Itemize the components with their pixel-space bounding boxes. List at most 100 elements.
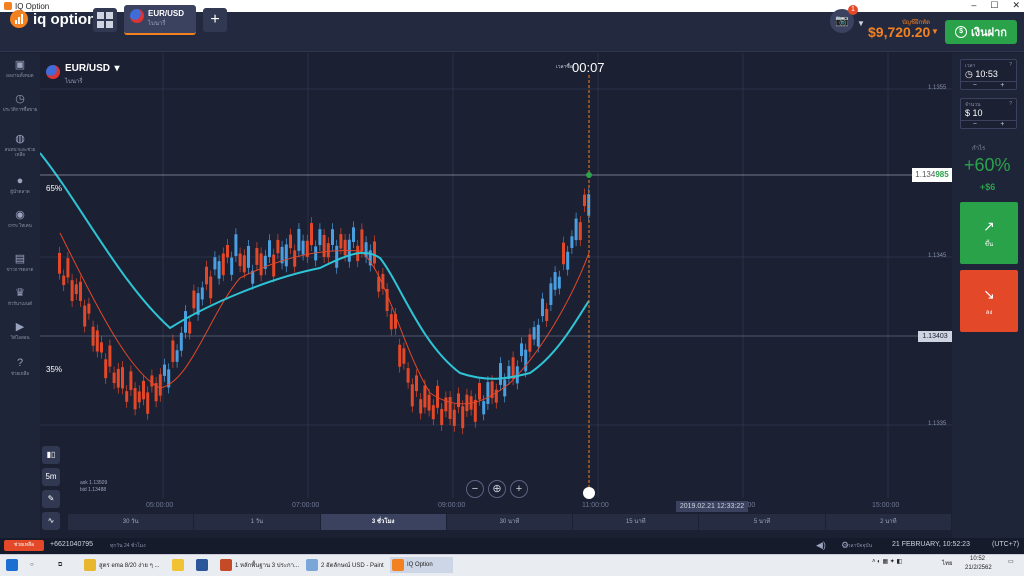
minimize-icon[interactable]: – [971,0,977,10]
sidebar-item-portfolio[interactable]: ▣ ผลงานทั้งหมด [6,59,34,78]
plus-icon: + [515,483,523,495]
taskbar-chrome[interactable]: สูตร ema 8/20 ง่าย ๆ ... [84,557,160,573]
crosshair-icon: ⊕ [492,483,502,495]
crosshair-date-tag: 2019.02.21 12:33:22 [676,501,748,512]
expiry-time-field[interactable]: เวลา ? ◷ 10:53 − + [960,59,1017,90]
sidebar-item-tournaments[interactable]: ♛ ทัวร์นาเมนต์ [7,287,33,306]
taskbar-date[interactable]: 21/2/2562 [965,565,992,571]
ema-slow-line [40,152,590,380]
ask-bid-info: ask 1.13509 bid 1.13488 [80,480,107,494]
chart-asset-subtitle: ไบนารี่ [65,79,83,85]
amount-plus-button[interactable]: + [1000,121,1005,128]
taskbar-time[interactable]: 10:52 [970,556,986,562]
taskbar-paint[interactable]: 2 อัตลักษณ์ USD - Paint [306,557,384,573]
task-view-button[interactable]: ⧉ [58,557,62,573]
bid-price: bid 1.13488 [80,487,107,493]
chrome-icon [84,559,96,571]
taskbar-iq-option[interactable]: IQ Option [390,557,453,573]
window-titlebar: IQ Option – ☐ ✕ [0,0,1024,12]
taskbar-explorer[interactable] [172,557,184,573]
chevron-down-icon[interactable]: ▼ [857,19,865,28]
amount-field[interactable]: จำนวน ? $ 10 − + [960,98,1017,129]
asset-tab-name: EUR/USD [148,9,185,18]
logo[interactable]: iq option [10,10,96,28]
taskbar-powerpoint[interactable]: 1 หลักพื้นฐาน 3 ประกา... [220,557,299,573]
sidebar-item-videos[interactable]: ▶ วิดีโอสอน [10,321,30,340]
ema-fast-line [59,232,590,405]
start-button[interactable] [6,557,18,573]
call-button[interactable]: ↗ ขึ้น [960,202,1018,264]
otn-icon: ◉ [15,209,25,221]
search-button[interactable]: ○ [30,557,34,573]
amount-minus-button[interactable]: − [972,121,977,128]
info-icon[interactable]: ? [1009,62,1012,68]
indicators-button[interactable]: ∿ [42,512,60,530]
support-hours: ทุกวัน 24 ชั่วโมง [110,543,146,549]
chart-type-button[interactable]: ▮▯ [42,446,60,464]
expiry-time-label: เวลา [965,63,976,69]
sidebar-item-history[interactable]: ◷ ประวัติการซื้อขาย [2,93,38,112]
maximize-icon[interactable]: ☐ [990,0,999,10]
timeframe-1d[interactable]: 1 วัน [194,514,321,530]
trophy-icon: ♛ [15,287,25,299]
amount-label: จำนวน [965,102,981,108]
info-icon[interactable]: ? [1009,101,1012,107]
tray-icons[interactable]: ˄ ◐ ▦ ✦ ◧ [872,559,903,565]
sidebar-item-otn[interactable]: ◉ OTN โทเคน [8,209,32,228]
price-level-label: 1.1345 [928,253,947,259]
deposit-button[interactable]: $ เงินฝาก [945,20,1017,44]
add-tab-button[interactable]: + [203,8,227,32]
timeframe-3h[interactable]: 3 ชั่วโมง [320,514,447,530]
sidebar-item-leaders[interactable]: ● ผู้นำตลาด [10,175,30,194]
sidebar-item-news[interactable]: ▤ ข่าวการตลาด [6,253,34,272]
put-button[interactable]: ↘ ลง [960,270,1018,332]
asset-tab-subtitle: ไบนารี่ [148,21,166,27]
support-button[interactable]: ช่วยเหลือ [4,540,44,551]
sidebar-item-chat[interactable]: ◍ สนทนาและช่วยเหลือ [4,133,36,157]
logo-text: iq option [33,10,97,28]
task-view-icon: ⧉ [58,561,63,568]
balance-chevron-icon[interactable]: ▼ [931,27,939,36]
profit-amount: +$6 [980,182,996,192]
taskbar-word[interactable] [196,557,208,573]
timeframe-5m[interactable]: 5 นาที [699,514,826,530]
chart-asset-header[interactable]: EUR/USD ▾ ไบนารี่ [46,58,120,86]
sidebar-item-help[interactable]: ? ช่วยเหลือ [10,357,30,376]
zoom-in-button[interactable]: + [510,480,528,498]
time-plus-button[interactable]: + [1000,82,1005,89]
timeframe-30m[interactable]: 30 นาที [447,514,574,530]
windows-icon [6,559,18,571]
volume-icon[interactable]: ◀) [816,540,826,550]
purchase-timer: 00:07 [572,60,605,75]
asset-grid-button[interactable] [93,8,117,32]
recenter-button[interactable]: ⊕ [488,480,506,498]
ask-price: ask 1.13509 [80,480,108,486]
close-icon[interactable]: ✕ [1012,0,1020,10]
price-chart[interactable] [40,53,952,513]
timezone: (UTC+7) [992,541,1020,548]
camera-button[interactable]: 📷 1 [830,5,858,33]
time-tick: 05:00:00 [146,502,174,509]
amount-value: $ 10 [965,108,983,118]
candle-period-button[interactable]: 5m [42,468,60,486]
zoom-out-button[interactable]: − [466,480,484,498]
sentiment-down-percent: 35% [46,365,63,374]
notification-icon[interactable]: ▭ [1008,559,1014,565]
timeframe-bar: 30 วัน 1 วัน 3 ชั่วโมง 30 นาที 15 นาที 5… [68,514,952,530]
clock-label: เวลาปัจจุบัน [846,543,873,549]
call-label: ขึ้น [984,242,994,248]
trend-up-icon: ↗ [983,218,995,234]
chart-area[interactable] [40,53,952,513]
asset-tab[interactable]: EUR/USD ไบนารี่ [124,5,196,35]
timeframe-15m[interactable]: 15 นาที [573,514,700,530]
briefcase-icon: ▣ [14,59,26,71]
input-language[interactable]: ไทย [942,561,953,567]
balance-value[interactable]: $9,720.20 [868,24,931,40]
time-minus-button[interactable]: − [972,82,977,89]
timeframe-30d[interactable]: 30 วัน [68,514,195,530]
gear-icon[interactable]: ⚙ [841,540,850,550]
drawing-tools-button[interactable]: ✎ [42,490,60,508]
sentiment-up-percent: 65% [46,184,63,193]
timeframe-2m[interactable]: 2 นาที [826,514,952,530]
candles-icon: ▮▯ [46,450,56,459]
